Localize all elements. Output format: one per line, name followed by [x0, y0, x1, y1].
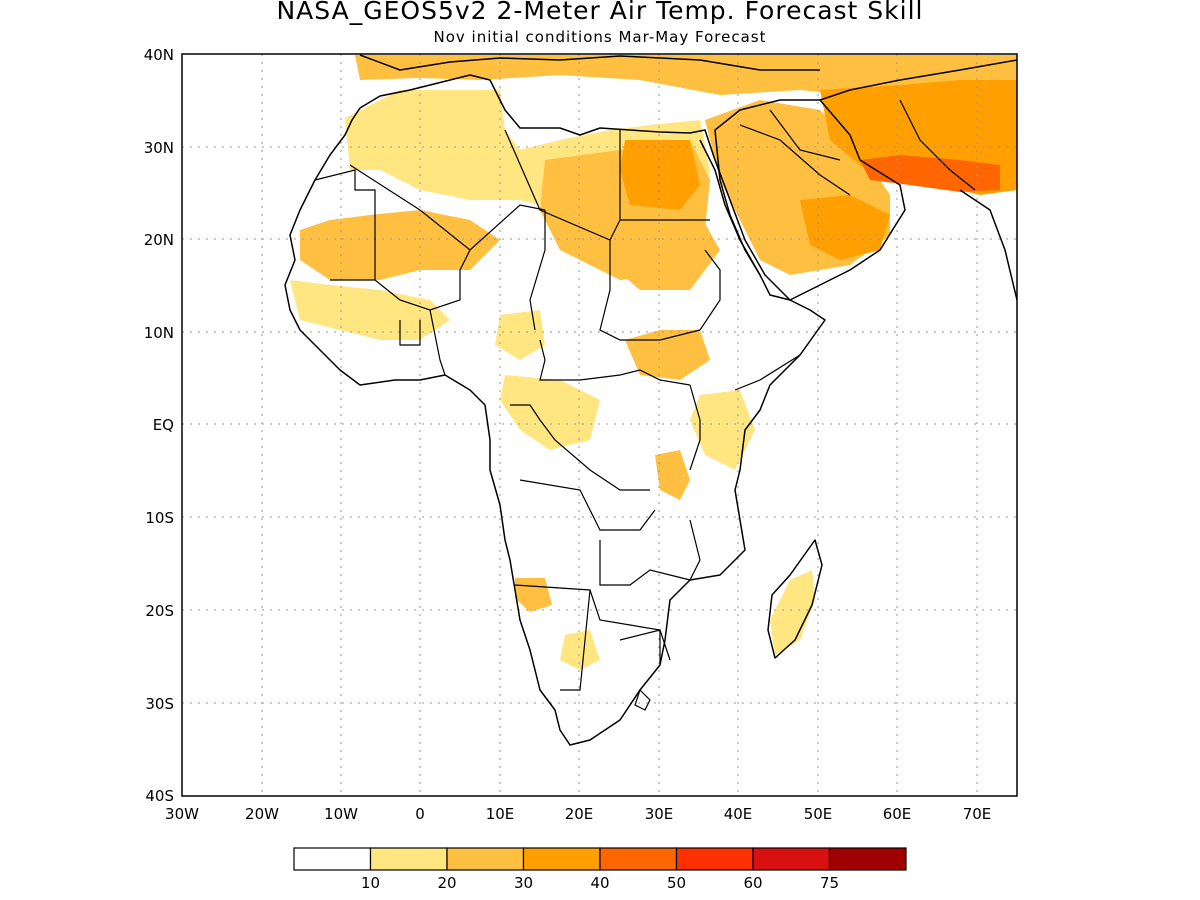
- skill-region-east-africa: [690, 390, 755, 470]
- colorbar-swatch: [828, 847, 907, 871]
- map-subtitle: Nov initial conditions Mar-May Forecast: [433, 28, 767, 46]
- madagascar-coastline: [767, 539, 823, 659]
- skill-region-angola: [515, 578, 552, 612]
- lon-tick-label: 70E: [963, 805, 992, 823]
- graticule: [182, 54, 1017, 796]
- skill-region-arabia-south: [800, 195, 890, 260]
- colorbar-swatch: [293, 847, 372, 871]
- lat-tick-label: 20S: [145, 602, 174, 620]
- skill-region-south-africa: [560, 630, 600, 670]
- map-title: NASA_GEOS5v2 2-Meter Air Temp. Forecast …: [276, 0, 924, 25]
- lat-tick-label: 30S: [145, 695, 174, 713]
- colorbar: 10 20 30 40 50 60 75: [293, 847, 907, 892]
- colorbar-label: 50: [667, 874, 686, 892]
- coastlines: [284, 54, 1017, 746]
- skill-region-nigeria: [495, 310, 545, 360]
- lon-tick-label: 60E: [883, 805, 912, 823]
- colorbar-label: 75: [820, 874, 839, 892]
- colorbar-label: 30: [514, 874, 533, 892]
- colorbar-label: 20: [437, 874, 456, 892]
- skill-region-west-coast: [290, 280, 450, 340]
- lon-tick-label: 0: [415, 805, 425, 823]
- lat-tick-label: 20N: [144, 231, 174, 249]
- skill-region-south-sudan: [625, 330, 710, 380]
- lat-tick-label: 10S: [145, 509, 174, 527]
- skill-region-mauritania-mali: [300, 210, 500, 280]
- africa-coastline: [284, 74, 826, 746]
- lon-tick-label: 20W: [245, 805, 279, 823]
- map-frame: [181, 53, 1018, 797]
- colorbar-label: 60: [743, 874, 762, 892]
- colorbar-label: 40: [590, 874, 609, 892]
- country-borders: [314, 99, 976, 711]
- lon-tick-label: 30W: [165, 805, 199, 823]
- mediterranean-north: [359, 54, 820, 71]
- lon-tick-label: 10E: [486, 805, 515, 823]
- india-coastline: [959, 189, 1017, 301]
- lat-axis: 40N 30N 20N 10N EQ 10S 20S 30S 40S: [144, 46, 174, 805]
- lat-tick-label: 10N: [144, 324, 174, 342]
- lat-tick-label: 30N: [144, 139, 174, 157]
- colorbar-swatch: [599, 847, 678, 871]
- colorbar-swatch: [675, 847, 754, 871]
- colorbar-swatch: [446, 847, 525, 871]
- skill-region-central-africa: [500, 375, 600, 450]
- colorbar-swatch: [522, 847, 601, 871]
- lat-tick-label: EQ: [153, 416, 174, 434]
- lon-tick-label: 40E: [724, 805, 753, 823]
- red-sea-west: [699, 139, 761, 276]
- iran-coastline: [819, 59, 1017, 101]
- colorbar-label: 10: [361, 874, 380, 892]
- skill-region-sudan: [605, 215, 720, 290]
- lon-axis: 30W 20W 10W 0 10E 20E 30E 40E 50E 60E 70…: [165, 805, 991, 823]
- lon-tick-label: 20E: [565, 805, 594, 823]
- lat-tick-label: 40S: [145, 787, 174, 805]
- skill-region-lake-victoria: [655, 450, 690, 500]
- lat-tick-label: 40N: [144, 46, 174, 64]
- skill-region-egypt-core: [620, 140, 700, 210]
- lon-tick-label: 10W: [324, 805, 358, 823]
- colorbar-swatch: [752, 847, 831, 871]
- colorbar-swatch: [369, 847, 448, 871]
- skill-region-madagascar: [770, 570, 815, 655]
- lon-tick-label: 30E: [645, 805, 674, 823]
- lon-tick-label: 50E: [804, 805, 833, 823]
